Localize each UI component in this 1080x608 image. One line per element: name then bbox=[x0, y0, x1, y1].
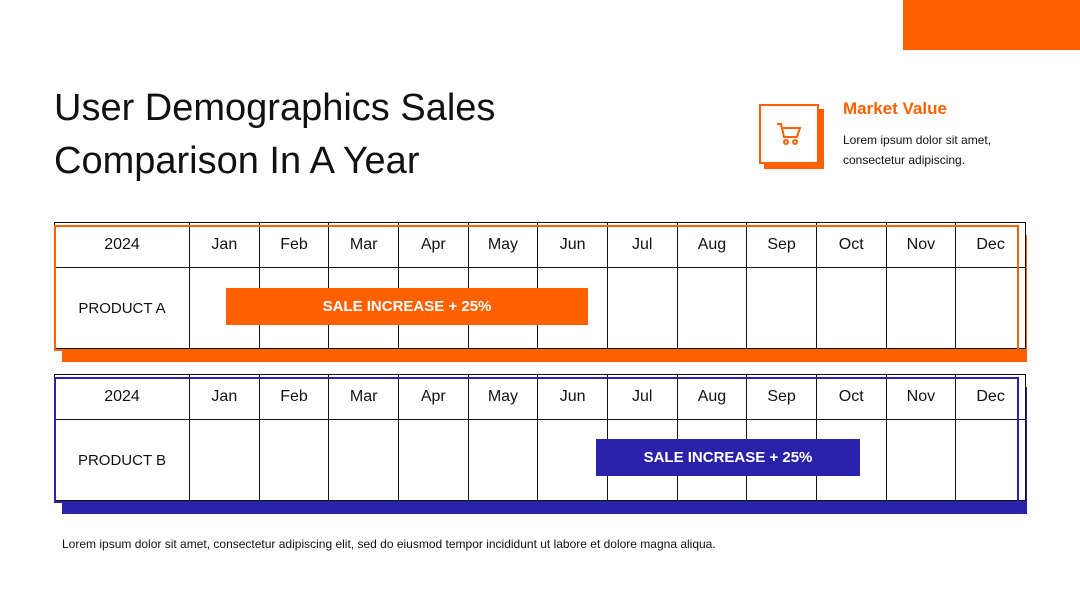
empty-cell bbox=[746, 267, 817, 349]
month-cell: Jan bbox=[189, 222, 260, 268]
month-cell: Nov bbox=[885, 222, 957, 268]
market-title: Market Value bbox=[843, 99, 947, 118]
month-cell: Mar bbox=[328, 374, 399, 420]
month-cell: Aug bbox=[676, 374, 748, 420]
month-cell: Mar bbox=[328, 222, 399, 268]
market-text: Lorem ipsum dolor sit amet, consectetur … bbox=[843, 133, 992, 167]
title: User Demographics Sales Comparison In A … bbox=[54, 87, 496, 182]
sale-bar: SALE INCREASE + 25% bbox=[226, 288, 588, 325]
month-cell: Oct bbox=[815, 374, 887, 420]
product-cell: PRODUCT B bbox=[54, 419, 190, 501]
empty-cell bbox=[885, 419, 957, 501]
empty-cell bbox=[955, 267, 1026, 349]
month-cell: Feb bbox=[258, 374, 330, 420]
empty-cell bbox=[955, 419, 1026, 501]
header-row: 2024 Jan Feb Mar Apr May Jun Jul Aug Sep Oct Nov Dec bbox=[54, 222, 1026, 268]
month-table: 2024 Jan Feb Mar Apr May Jun Jul Aug Sep Oct Nov Dec… bbox=[54, 374, 1026, 501]
month-cell: Jan bbox=[189, 374, 260, 420]
empty-cell bbox=[258, 419, 330, 501]
table-outline bbox=[54, 225, 1019, 351]
empty-cell bbox=[885, 267, 957, 349]
header-row: 2024 Jan Feb Mar Apr May Jun Jul Aug Sep Oct Nov Dec bbox=[54, 374, 1026, 420]
month-cell: Aug bbox=[676, 222, 748, 268]
empty-cell bbox=[676, 267, 748, 349]
month-cell: Apr bbox=[397, 222, 469, 268]
footer-text: Lorem ipsum dolor sit amet, consectetur … bbox=[62, 537, 716, 551]
month-cell: Dec bbox=[955, 374, 1026, 420]
month-cell: Sep bbox=[746, 222, 817, 268]
product-cell: PRODUCT A bbox=[54, 267, 190, 349]
table-outline bbox=[54, 377, 1019, 503]
cart-glyph bbox=[777, 123, 802, 145]
month-table: 2024 Jan Feb Mar Apr May Jun Jul Aug Sep Oct Nov Dec… bbox=[54, 222, 1026, 349]
empty-cell bbox=[467, 419, 539, 501]
product-row: PRODUCT A bbox=[54, 267, 1026, 349]
sale-bar: SALE INCREASE + 25% bbox=[596, 439, 860, 476]
year-cell: 2024 bbox=[54, 222, 190, 268]
year-cell: 2024 bbox=[54, 374, 190, 420]
month-cell: Dec bbox=[955, 222, 1026, 268]
month-cell: Oct bbox=[815, 222, 887, 268]
corner-accent bbox=[903, 0, 1080, 50]
month-cell: Apr bbox=[397, 374, 469, 420]
empty-cell bbox=[328, 419, 399, 501]
month-cell: Sep bbox=[746, 374, 817, 420]
cart-icon bbox=[759, 104, 819, 164]
month-cell: Jul bbox=[606, 222, 678, 268]
empty-cell bbox=[397, 419, 469, 501]
empty-cell bbox=[189, 419, 260, 501]
month-cell: May bbox=[467, 222, 539, 268]
month-cell: Jun bbox=[537, 374, 608, 420]
